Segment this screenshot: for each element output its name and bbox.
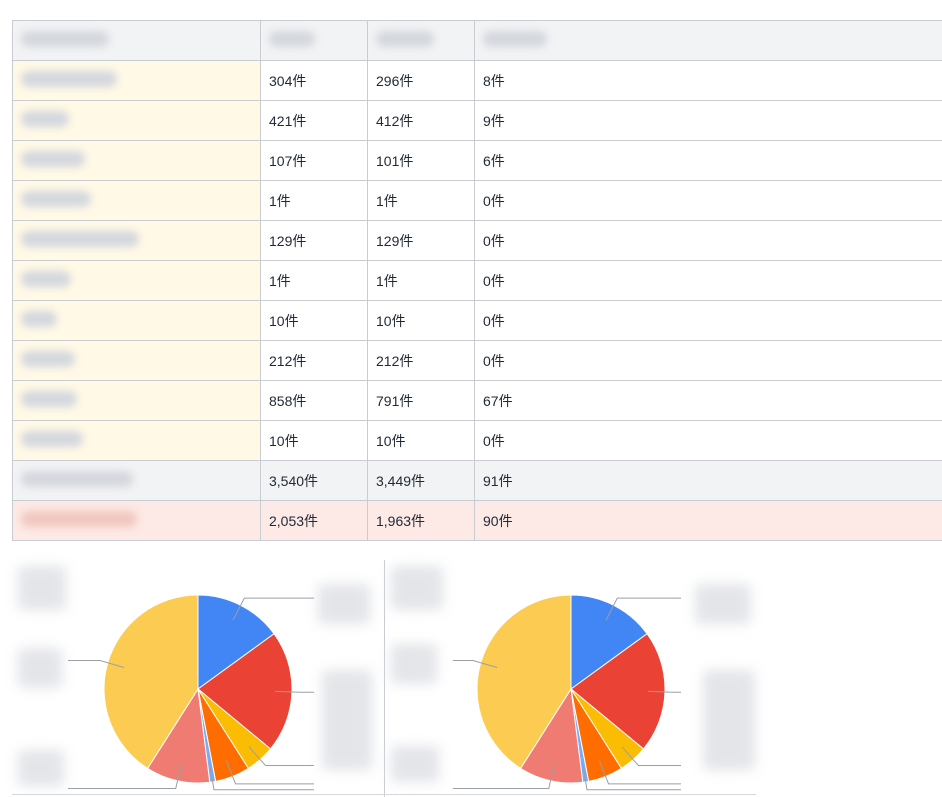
leader-line <box>248 746 314 767</box>
leader-line <box>68 660 125 668</box>
row-value: 412件 <box>367 100 475 141</box>
legend-blur <box>391 644 437 684</box>
row-value: 858件 <box>260 380 368 421</box>
table-row: 304件 296件 8件 <box>12 60 942 101</box>
table-row: 1件 1件 0件 <box>12 260 942 301</box>
divider <box>12 794 756 795</box>
row-label <box>12 380 261 421</box>
chart-panel-left <box>12 560 384 797</box>
row-value: 8件 <box>474 60 942 101</box>
row-value: 0件 <box>474 180 942 221</box>
leader-line <box>605 597 681 621</box>
leader-line <box>225 760 314 785</box>
table-row: 421件 412件 9件 <box>12 100 942 141</box>
stats-table-container: 304件 296件 8件 421件 412件 9件 107件 101件 6件 1… <box>12 20 942 541</box>
table-row: 129件 129件 0件 <box>12 220 942 261</box>
pie-chart <box>453 594 681 791</box>
legend-blur <box>391 746 439 782</box>
column-header <box>12 20 261 61</box>
row-value: 421件 <box>260 100 368 141</box>
stats-table: 304件 296件 8件 421件 412件 9件 107件 101件 6件 1… <box>12 20 942 541</box>
leader-line <box>232 597 314 621</box>
table-row: 107件 101件 6件 <box>12 140 942 181</box>
row-value: 0件 <box>474 300 942 341</box>
row-label <box>12 340 261 381</box>
column-header <box>474 20 942 61</box>
row-value: 212件 <box>260 340 368 381</box>
row-label <box>12 500 261 541</box>
leader-line <box>275 690 314 693</box>
chart-panel-right <box>384 560 765 797</box>
row-value: 67件 <box>474 380 942 421</box>
total-row: 3,540件 3,449件 91件 <box>12 460 942 501</box>
table-row: 212件 212件 0件 <box>12 340 942 381</box>
table-row: 858件 791件 67件 <box>12 380 942 421</box>
row-value: 3,540件 <box>260 460 368 501</box>
row-value: 91件 <box>474 460 942 501</box>
table-header-row <box>12 20 942 61</box>
row-label <box>12 460 261 501</box>
legend-blur <box>318 584 370 624</box>
legend-blur <box>695 584 751 624</box>
table-row: 10件 10件 0件 <box>12 300 942 341</box>
legend-blur <box>18 750 64 786</box>
leader-line <box>621 746 681 767</box>
column-header <box>367 20 475 61</box>
leader-line <box>582 765 681 791</box>
row-value: 791件 <box>367 380 475 421</box>
leader-line <box>453 660 498 668</box>
row-label <box>12 300 261 341</box>
row-value: 10件 <box>367 420 475 461</box>
table-row: 1件 1件 0件 <box>12 180 942 221</box>
row-value: 1件 <box>260 180 368 221</box>
row-value: 129件 <box>367 220 475 261</box>
row-value: 90件 <box>474 500 942 541</box>
row-value: 0件 <box>474 420 942 461</box>
row-value: 0件 <box>474 260 942 301</box>
row-value: 107件 <box>260 140 368 181</box>
highlight-row: 2,053件 1,963件 90件 <box>12 500 942 541</box>
row-label <box>12 420 261 461</box>
row-value: 1件 <box>260 260 368 301</box>
legend-blur <box>391 566 443 610</box>
row-value: 9件 <box>474 100 942 141</box>
row-value: 304件 <box>260 60 368 101</box>
row-label <box>12 180 261 221</box>
leader-line <box>209 765 314 791</box>
row-label <box>12 100 261 141</box>
row-value: 0件 <box>474 340 942 381</box>
leader-line <box>598 760 681 785</box>
row-value: 129件 <box>260 220 368 261</box>
row-label <box>12 260 261 301</box>
legend-blur <box>703 670 755 770</box>
row-value: 101件 <box>367 140 475 181</box>
row-value: 0件 <box>474 220 942 261</box>
row-value: 1件 <box>367 180 475 221</box>
row-value: 6件 <box>474 140 942 181</box>
row-value: 10件 <box>260 420 368 461</box>
row-value: 212件 <box>367 340 475 381</box>
row-value: 296件 <box>367 60 475 101</box>
row-value: 1,963件 <box>367 500 475 541</box>
row-value: 3,449件 <box>367 460 475 501</box>
row-label <box>12 140 261 181</box>
table-row: 10件 10件 0件 <box>12 420 942 461</box>
row-label <box>12 60 261 101</box>
leader-line <box>648 690 681 693</box>
row-value: 2,053件 <box>260 500 368 541</box>
column-header <box>260 20 368 61</box>
row-value: 10件 <box>260 300 368 341</box>
pie-chart <box>68 594 314 791</box>
leader-line <box>68 764 182 790</box>
leader-line <box>453 764 555 790</box>
row-value: 10件 <box>367 300 475 341</box>
charts-area <box>12 560 942 797</box>
legend-blur <box>322 670 372 770</box>
row-value: 1件 <box>367 260 475 301</box>
row-label <box>12 220 261 261</box>
legend-blur <box>18 566 66 610</box>
legend-blur <box>18 648 62 688</box>
